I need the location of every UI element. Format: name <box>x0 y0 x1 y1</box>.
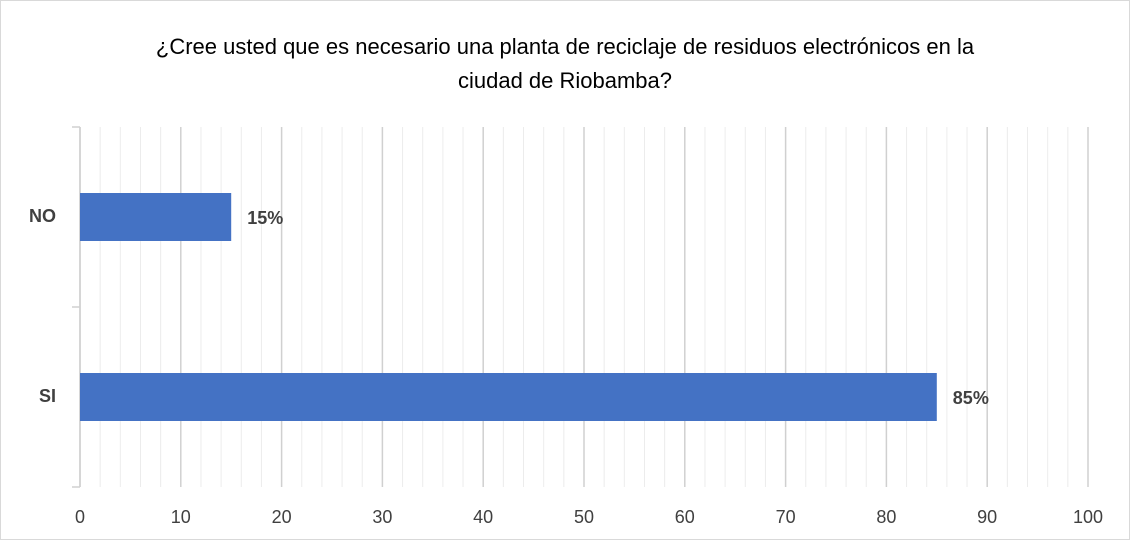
x-tick-label: 50 <box>574 507 594 527</box>
bar <box>80 373 937 421</box>
data-label: 85% <box>953 388 989 408</box>
data-label: 15% <box>247 208 283 228</box>
x-tick-label: 40 <box>473 507 493 527</box>
y-tick-label: NO <box>29 206 56 226</box>
x-tick-label: 100 <box>1073 507 1103 527</box>
x-tick-label: 60 <box>675 507 695 527</box>
x-tick-label: 10 <box>171 507 191 527</box>
bar <box>80 193 232 241</box>
x-tick-label: 80 <box>876 507 896 527</box>
x-tick-label: 90 <box>977 507 997 527</box>
x-tick-label: 30 <box>372 507 392 527</box>
y-tick-label: SI <box>39 386 56 406</box>
x-tick-label: 0 <box>75 507 85 527</box>
x-tick-label: 20 <box>272 507 292 527</box>
x-tick-label: 70 <box>776 507 796 527</box>
chart-title: ¿Cree usted que es necesario una planta … <box>155 34 975 93</box>
